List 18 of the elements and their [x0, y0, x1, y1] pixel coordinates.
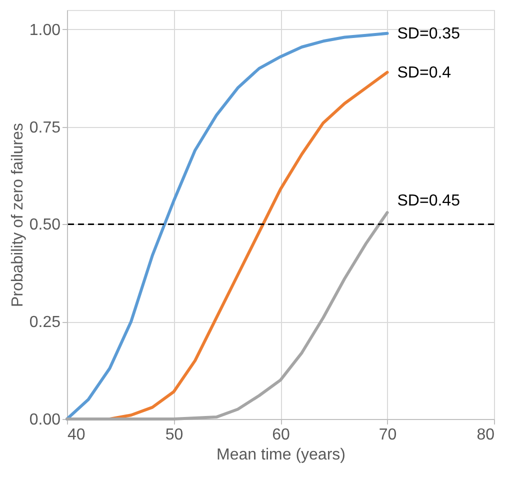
- y-axis-title: Probability of zero failures: [9, 122, 26, 308]
- line-series: [108, 70, 389, 420]
- x-tick-label: 80: [476, 426, 495, 444]
- x-axis-title: Mean time (years): [216, 446, 346, 464]
- line-series: [66, 211, 389, 420]
- y-tick-label: 0.75: [29, 119, 61, 136]
- x-tick-label: 50: [165, 426, 184, 444]
- x-tick-label: 40: [68, 426, 86, 444]
- series-label: SD=0.35: [397, 25, 460, 42]
- y-tick-label: 0.50: [29, 216, 61, 234]
- x-tick-label: 70: [378, 426, 397, 444]
- x-tick-label: 60: [272, 426, 290, 444]
- y-tick-label: 1.00: [29, 22, 61, 39]
- series-label: SD=0.45: [397, 192, 460, 210]
- line-series: [66, 32, 389, 420]
- y-tick-label: 0.00: [29, 412, 61, 428]
- y-tick-label: 0.25: [29, 314, 61, 332]
- series-label: SD=0.4: [397, 64, 452, 82]
